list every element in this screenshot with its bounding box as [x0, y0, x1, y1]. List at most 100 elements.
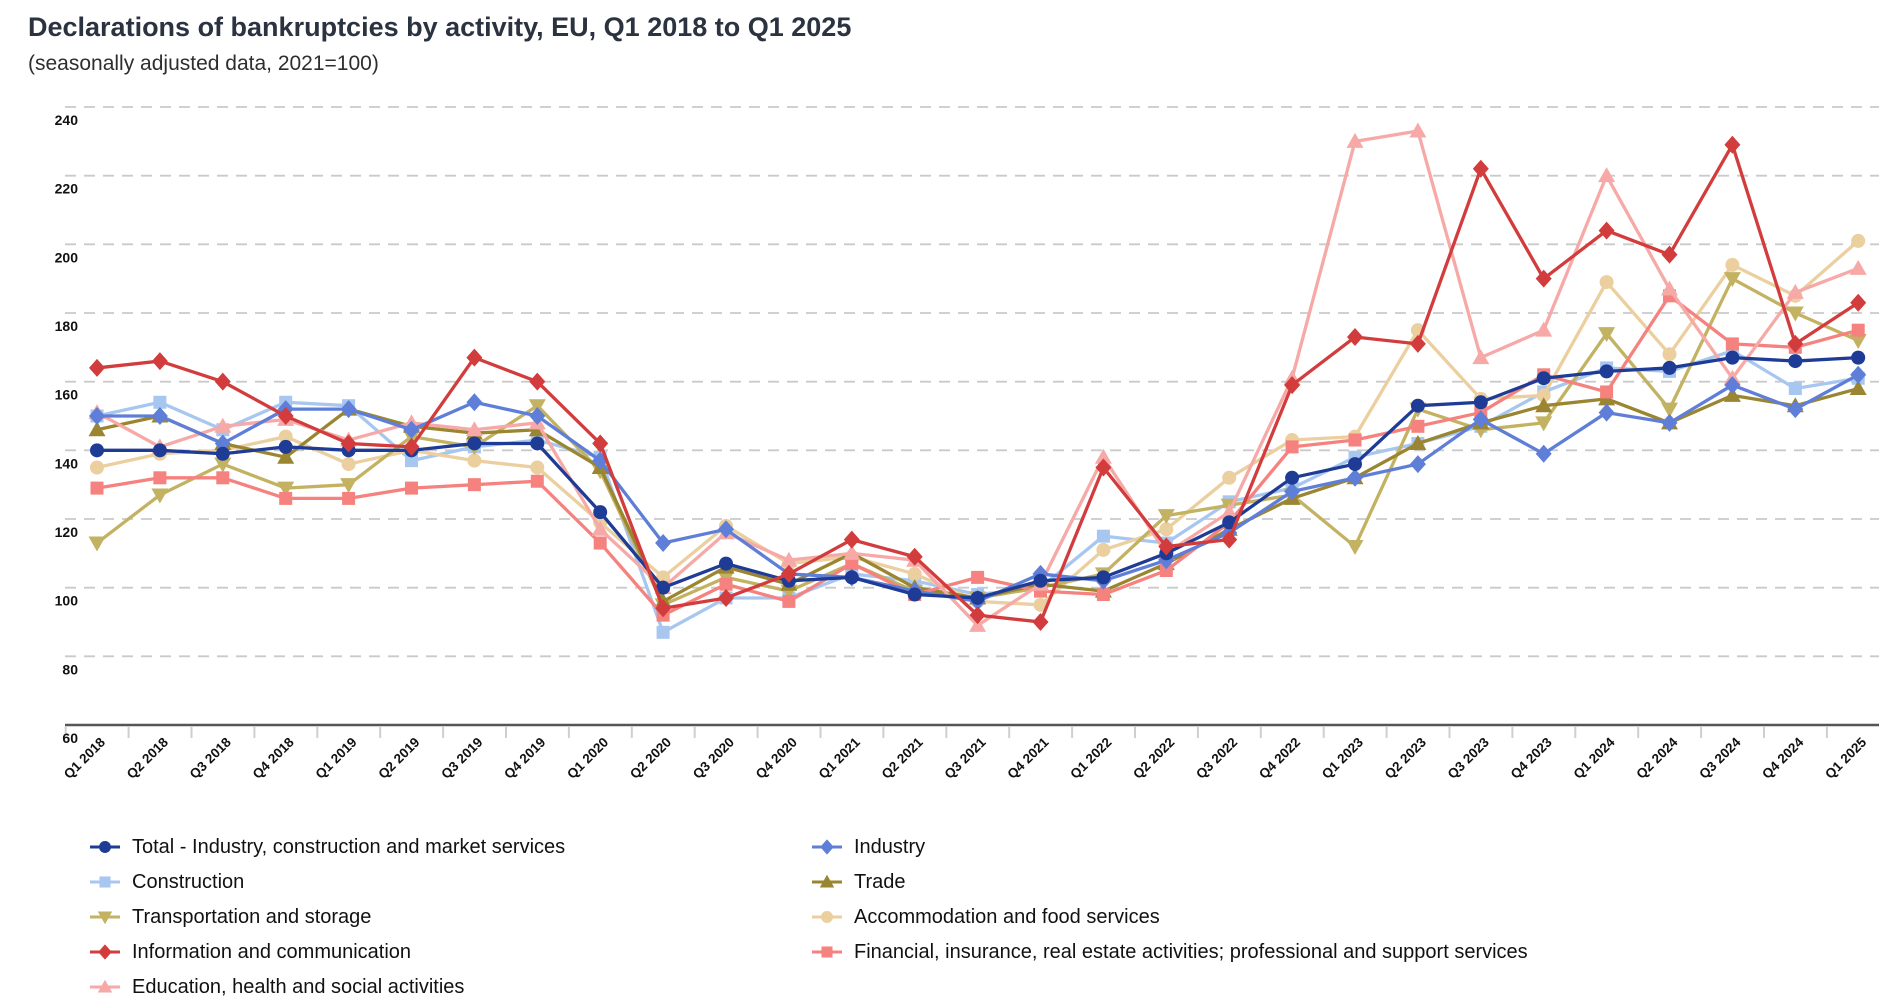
legend-item-label: Total - Industry, construction and marke…: [132, 835, 566, 858]
series-line: [96, 239, 1860, 607]
chart-legend: Total - Industry, construction and marke…: [0, 830, 1879, 998]
diamond-marker: [1661, 413, 1678, 432]
triangle-up-marker: [591, 520, 609, 536]
diamond-marker: [718, 520, 734, 539]
triangle-down-marker: [151, 488, 169, 504]
x-axis-label-Q1-2022: Q1 2022: [1067, 735, 1114, 782]
legend-item-transportation-and-storage[interactable]: Transportation and storage: [88, 900, 371, 934]
circle-marker: [1725, 257, 1740, 272]
legend-item-education-health-and-social-activities[interactable]: Education, health and social activities: [88, 970, 464, 998]
square-legend-icon: [90, 876, 120, 888]
legend-item-trade[interactable]: Trade: [810, 865, 906, 899]
legend-item-label: Education, health and social activities: [132, 975, 465, 998]
diamond-marker: [1284, 482, 1301, 501]
circle-marker: [1599, 364, 1614, 379]
diamond-marker: [98, 944, 112, 960]
legend-item-construction[interactable]: Construction: [88, 865, 244, 899]
triangle-up-marker: [969, 616, 987, 632]
chart-subtitle: (seasonally adjusted data, 2021=100): [28, 52, 379, 75]
triangle-up-marker: [88, 421, 106, 437]
triangle-up-marker: [1535, 397, 1553, 413]
x-axis-label-Q2-2021: Q2 2021: [879, 734, 927, 782]
triangle-up-marker: [1409, 434, 1427, 450]
square-marker: [1096, 529, 1110, 543]
legend-item-total-industry-construction-and-market-services[interactable]: Total - Industry, construction and marke…: [88, 830, 565, 864]
x-axis-label-Q1-2025: Q1 2025: [1822, 734, 1870, 782]
legend-item-accommodation-and-food-services[interactable]: Accommodation and food services: [810, 900, 1160, 934]
x-axis-label-Q4-2023: Q4 2023: [1508, 734, 1556, 782]
triangle-up-marker: [1535, 321, 1553, 337]
diamond-marker: [89, 407, 105, 425]
circle-marker: [1222, 470, 1237, 485]
triangle-down-marker: [528, 399, 546, 415]
diamond-marker: [1095, 458, 1112, 477]
circle-legend-icon: [812, 911, 842, 923]
x-axis-label-Q2-2023: Q2 2023: [1382, 734, 1430, 782]
triangle-down-legend-icon: [90, 911, 120, 925]
x-axis-label-Q1-2024: Q1 2024: [1570, 734, 1618, 782]
circle-marker: [1033, 597, 1048, 612]
y-axis-label-220: 220: [55, 181, 79, 197]
circle-marker: [1851, 233, 1866, 248]
square-marker: [153, 395, 167, 409]
square-marker: [90, 481, 104, 495]
legend-item-label: Accommodation and food services: [854, 905, 1160, 928]
diamond-marker: [718, 588, 734, 607]
diamond-marker: [529, 372, 546, 391]
legend-item-industry[interactable]: Industry: [810, 830, 925, 864]
circle-marker: [1096, 570, 1111, 585]
circle-marker: [215, 446, 230, 461]
series-accommodation-and-food-services: [90, 233, 1866, 612]
triangle-down-marker: [1346, 539, 1364, 555]
square-marker: [1411, 419, 1425, 433]
circle-marker: [1536, 371, 1551, 386]
legend-item-information-and-communication[interactable]: Information and communication: [88, 935, 411, 969]
triangle-down-marker: [1723, 272, 1741, 288]
x-axis-label-Q1-2020: Q1 2020: [564, 735, 611, 782]
triangle-up-marker: [843, 544, 861, 560]
square-marker: [216, 471, 230, 485]
series-information-and-communication: [89, 135, 1867, 631]
square-marker: [1348, 433, 1362, 447]
triangle-up-marker: [1849, 380, 1867, 396]
diamond-marker: [592, 434, 609, 453]
legend-item-label: Information and communication: [132, 940, 412, 963]
circle-marker: [1599, 275, 1614, 290]
diamond-marker: [655, 534, 672, 553]
square-marker: [467, 478, 481, 492]
y-axis-label-160: 160: [55, 387, 79, 403]
square-marker: [1788, 382, 1802, 396]
series-education-health-and-social-activities: [88, 122, 1867, 632]
diamond-marker: [655, 599, 672, 618]
diamond-marker: [820, 839, 834, 855]
legend-item-label: Financial, insurance, real estate activi…: [854, 940, 1528, 963]
triangle-down-marker: [1535, 416, 1553, 432]
square-marker: [1851, 323, 1865, 337]
x-axis-label-Q3-2023: Q3 2023: [1445, 734, 1493, 782]
diamond-marker: [214, 372, 231, 391]
diamond-marker: [1535, 444, 1552, 463]
triangle-up-marker: [1220, 503, 1238, 519]
triangle-up-marker: [1472, 349, 1490, 365]
series-line: [96, 143, 1860, 624]
square-marker: [1096, 588, 1110, 602]
triangle-down-marker: [1786, 306, 1804, 322]
square-marker: [279, 491, 293, 505]
circle-marker: [467, 453, 482, 468]
diamond-marker: [151, 407, 168, 425]
circle-marker: [1159, 522, 1174, 537]
diamond-marker: [214, 434, 231, 453]
legend-item-financial-insurance-real-estate-activities-professional-and-support-services[interactable]: Financial, insurance, real estate activi…: [810, 935, 1528, 969]
triangle-down-marker: [88, 536, 106, 552]
diamond-marker: [1787, 334, 1804, 353]
circle-marker: [530, 436, 545, 451]
circle-marker: [1096, 542, 1111, 557]
x-axis-label-Q3-2018: Q3 2018: [187, 734, 235, 782]
triangle-up-marker: [1346, 132, 1364, 148]
diamond-marker: [1850, 365, 1867, 384]
series-line: [96, 294, 1859, 617]
diamond-marker: [1347, 468, 1363, 487]
diamond-marker: [403, 437, 420, 456]
y-axis-label-100: 100: [55, 593, 79, 609]
